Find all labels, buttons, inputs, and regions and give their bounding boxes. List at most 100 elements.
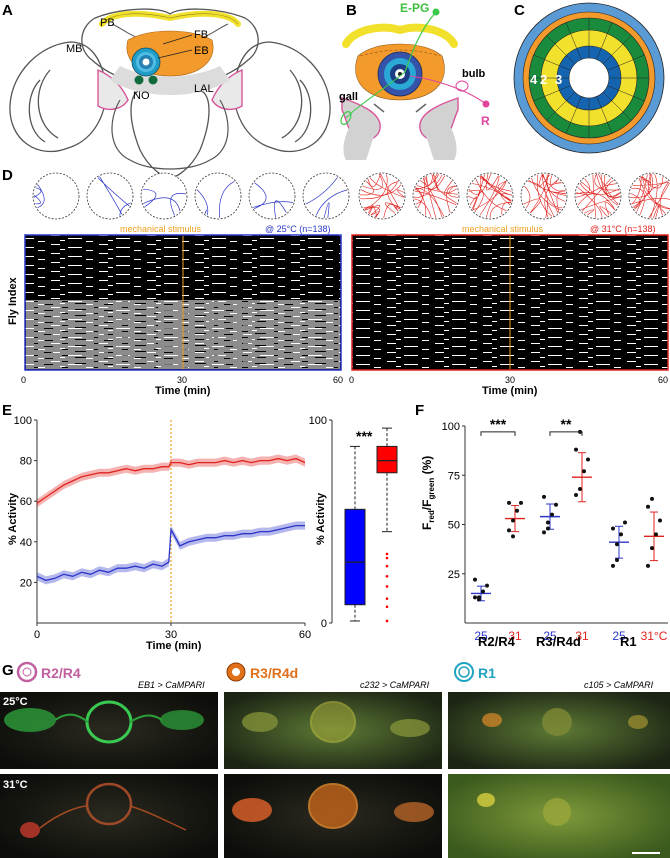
panel-label-d: D	[2, 167, 13, 184]
annot-25c: @ 25°C (n=138)	[265, 224, 331, 234]
f-point	[542, 530, 546, 535]
f-point	[619, 532, 623, 537]
b-ring-soma	[482, 100, 490, 108]
f-point	[646, 563, 650, 568]
micro-r1-31c-left	[477, 793, 495, 807]
f-ytick-label: 25	[448, 569, 460, 581]
c-spoke	[565, 22, 582, 60]
activity-line-chart: 20 40 60 80 100 0 30 60	[14, 415, 311, 641]
f-point	[574, 447, 578, 452]
lal-left	[97, 68, 129, 111]
arena-circle	[32, 172, 80, 220]
f-point	[586, 457, 590, 462]
b-gall-shape	[340, 111, 352, 125]
micro-r24-31c-tracts	[39, 805, 187, 831]
lal-right	[211, 68, 243, 111]
label-r: R	[481, 114, 490, 128]
arena-trajectory	[143, 188, 186, 216]
micro-r24-25c-right-lal	[160, 710, 204, 730]
panel-g: G R2/R4 R3/R4d R1 EB1 > CaMPARI c232 > C…	[0, 661, 670, 858]
subesophageal-outline	[111, 99, 229, 170]
r1-ring-icon-inner	[458, 666, 470, 678]
arena-trajectory	[33, 184, 45, 209]
protocerebral-bridge	[99, 10, 241, 27]
box-25°C	[344, 508, 366, 606]
micro-r34-31c-eb	[308, 783, 358, 829]
d-right-xtick-30: 30	[505, 375, 515, 385]
f-point	[546, 526, 550, 531]
f-ylabel-sub2: green	[427, 478, 436, 500]
d-right-xlabel: Time (min)	[482, 385, 538, 397]
micro-r1-31c-eb	[543, 798, 571, 826]
box-ytick-label: 100	[309, 415, 327, 427]
label-bulb: bulb	[462, 68, 485, 80]
f-point	[515, 508, 519, 513]
f-point	[473, 595, 477, 600]
g-temp-31: 31°C	[3, 779, 28, 791]
e-ytick-label: 60	[20, 496, 32, 508]
arena-circle	[194, 172, 242, 220]
f-point	[485, 583, 489, 588]
f-group-r3r4d: R3/R4d	[536, 634, 581, 649]
box-outlier	[385, 585, 389, 588]
panel-c: C 4 2 3 1	[513, 2, 665, 154]
box-outlier	[385, 619, 389, 623]
panel-d: D mechanical stimulus @ 25°C (n=138) Fly…	[2, 167, 670, 397]
micro-r24-31c	[0, 774, 218, 858]
e-line-25°C	[36, 524, 305, 582]
c-spoke	[596, 22, 613, 60]
e-xlabel: Time (min)	[146, 640, 202, 652]
micro-r34-31c-left	[232, 798, 272, 822]
arena-circle	[248, 172, 296, 220]
f-ytick-label: 50	[448, 520, 460, 532]
panel-label-f: F	[415, 402, 424, 419]
f-xtick-label: 25	[612, 629, 626, 643]
b-fb-layer	[359, 49, 441, 57]
f-ylabel-tail: (%)	[420, 456, 434, 478]
f-point	[550, 512, 554, 517]
f-sig-label: **	[561, 416, 572, 432]
g-temp-25: 25°C	[3, 696, 28, 708]
f-ytick-label: 100	[442, 421, 460, 433]
micro-r34-31c-right	[394, 802, 434, 822]
r34-ring-icon-inner	[232, 668, 240, 676]
arena-circle	[86, 172, 134, 220]
arena-circle	[302, 172, 350, 220]
right-optic-lobe	[233, 41, 331, 153]
f-point	[574, 492, 578, 497]
f-point	[473, 577, 477, 582]
box-outlier	[385, 597, 389, 600]
micro-r34-25c-left	[242, 712, 278, 732]
trajectory-row-25c	[32, 172, 350, 220]
protocerebral-bridge-edge	[101, 13, 239, 25]
e-box-sig: ***	[356, 428, 373, 444]
e-xtick-label: 60	[299, 629, 311, 641]
b-bulb-shape	[455, 80, 469, 92]
left-optic-lobe	[9, 41, 107, 153]
f-point	[481, 589, 485, 594]
e-box-ylabel: % Activity	[315, 492, 327, 545]
f-point	[650, 496, 654, 501]
label-pb: PB	[100, 17, 115, 29]
b-protocerebral-bridge	[342, 23, 458, 48]
c-ring-label-1: 1	[570, 72, 577, 87]
box-outlier	[385, 556, 389, 560]
arena-trajectory	[629, 173, 670, 219]
c-spoke	[546, 35, 576, 65]
f-point	[615, 542, 619, 547]
label-eb: EB	[194, 45, 209, 57]
f-xtick-label: 31	[508, 629, 522, 643]
c-spoke	[602, 91, 632, 121]
box-31°C	[376, 445, 398, 474]
arena-trajectory	[575, 173, 621, 218]
g-label-r34: R3/R4d	[250, 665, 298, 681]
c-spoke	[596, 96, 613, 134]
label-gall: gall	[339, 91, 358, 103]
label-epg: E-PG	[400, 1, 429, 15]
arena-trajectory	[523, 173, 567, 218]
f-point	[554, 502, 558, 507]
micro-r34-25c-eb	[310, 701, 356, 743]
g-caption-c232: c232 > CaMPARI	[360, 680, 430, 690]
